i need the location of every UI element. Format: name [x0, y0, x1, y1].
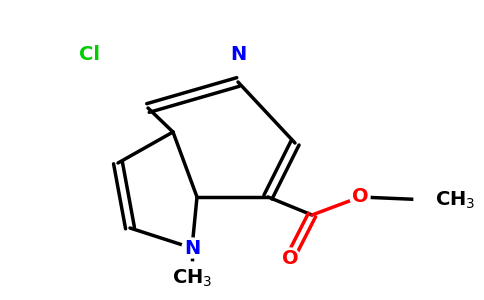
Text: N: N	[184, 238, 200, 257]
Circle shape	[76, 41, 104, 69]
Circle shape	[414, 184, 446, 216]
Circle shape	[182, 238, 202, 258]
Circle shape	[350, 187, 370, 207]
Text: CH$_3$: CH$_3$	[435, 189, 475, 211]
Text: O: O	[352, 188, 368, 206]
Text: CH$_3$: CH$_3$	[172, 267, 212, 289]
Circle shape	[176, 262, 208, 294]
Circle shape	[280, 248, 300, 268]
Text: N: N	[230, 46, 246, 64]
Circle shape	[228, 45, 248, 65]
Text: Cl: Cl	[79, 46, 101, 64]
Text: O: O	[282, 248, 298, 268]
